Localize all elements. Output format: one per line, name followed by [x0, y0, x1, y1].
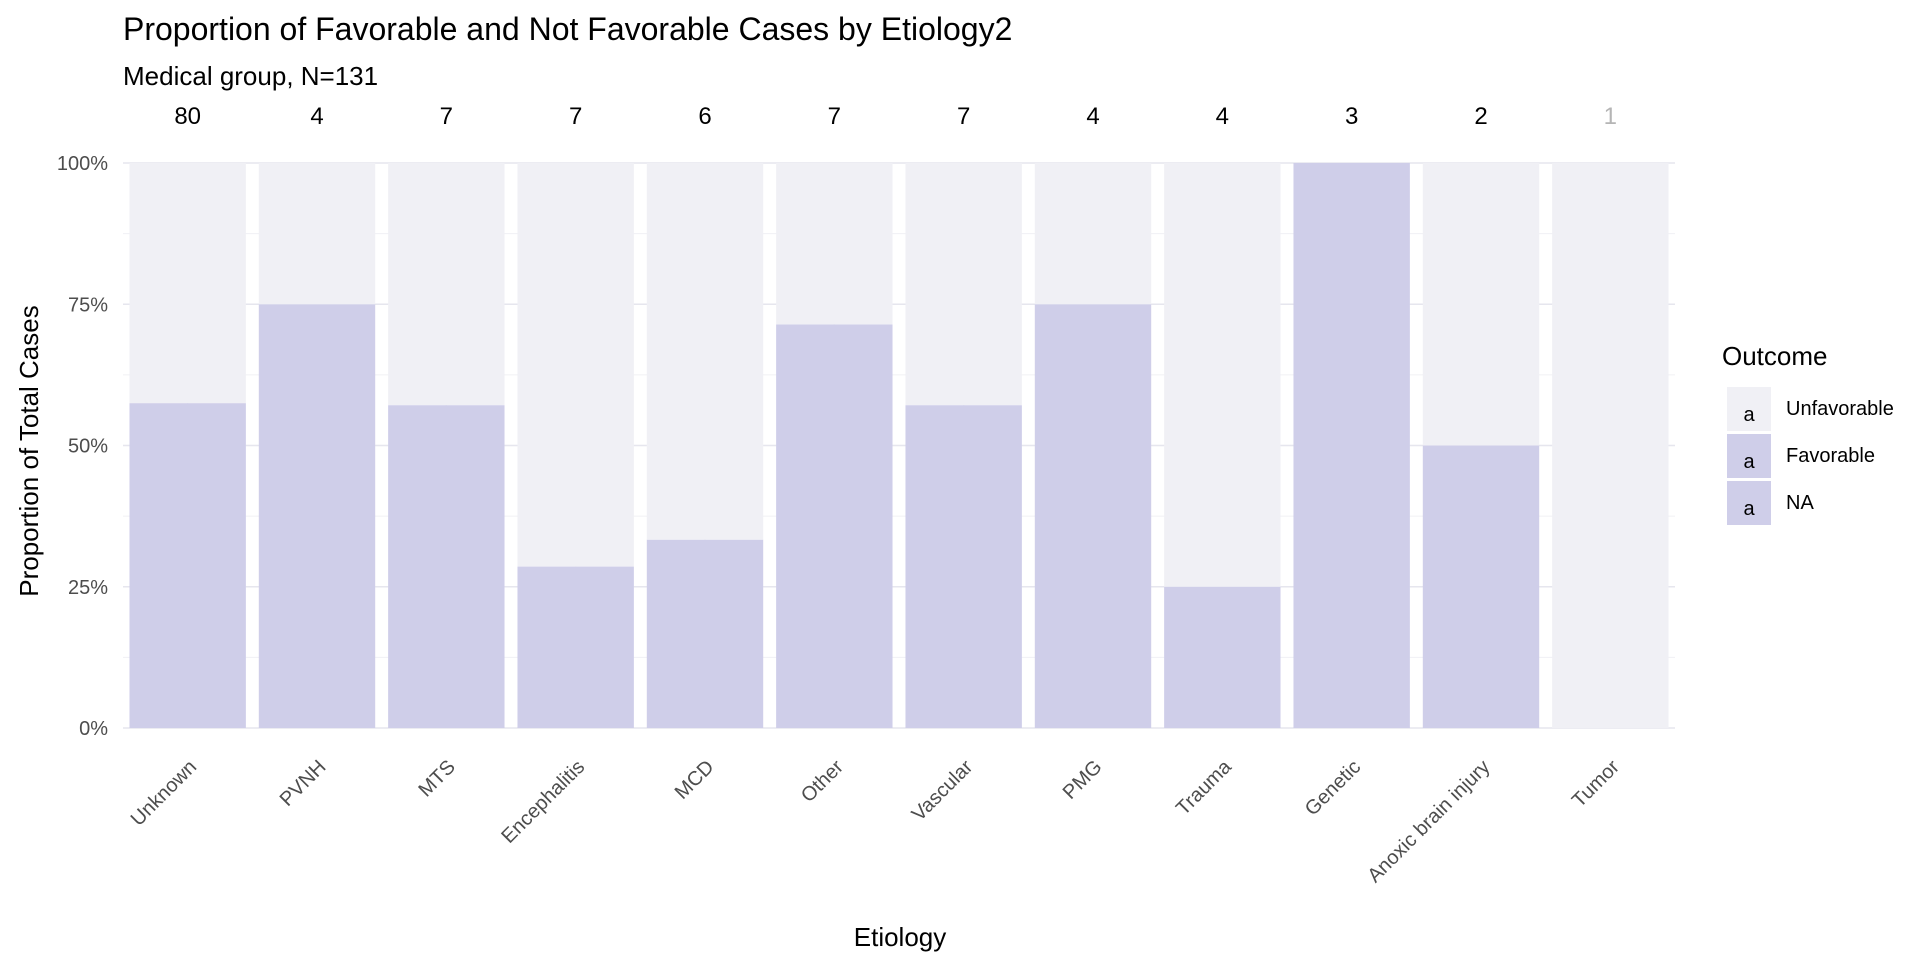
- plot-area: 0% 25% 50% 75% 100% 80 4 7 7 6 7 7 4 4 3 2 1 Unknown PVNH M…: [57, 103, 1675, 887]
- bar-favorable: [646, 539, 764, 728]
- bar-favorable: [258, 304, 376, 728]
- bar-unfavorable: [1422, 163, 1540, 446]
- x-tick-label: PMG: [1059, 756, 1107, 804]
- x-tick-label: Unknown: [127, 756, 202, 831]
- x-tick-label: Vascular: [908, 756, 978, 826]
- bar-favorable: [129, 403, 246, 728]
- count-label: 2: [1474, 103, 1487, 130]
- count-label: 80: [174, 103, 201, 130]
- x-tick-label: Trauma: [1172, 755, 1236, 819]
- bar-favorable: [1293, 163, 1410, 728]
- count-label: 1: [1604, 103, 1617, 130]
- count-label: 6: [698, 103, 711, 130]
- x-tick-label: Encephalitis: [497, 756, 589, 848]
- count-label: 7: [828, 103, 841, 130]
- x-tick-label: Anoxic brain injury: [1363, 756, 1494, 887]
- x-axis-title: Etiology: [854, 922, 947, 952]
- legend-key-glyph: a: [1743, 498, 1755, 520]
- legend-label: NA: [1786, 492, 1814, 514]
- legend-key-na: [1727, 481, 1771, 525]
- count-label: 3: [1345, 103, 1358, 130]
- count-label: 4: [310, 103, 323, 130]
- bar-favorable: [388, 405, 505, 728]
- count-label: 7: [440, 103, 453, 130]
- y-tick-label: 75%: [68, 294, 108, 316]
- y-tick-label: 50%: [68, 436, 108, 458]
- y-tick-label: 100%: [57, 153, 108, 175]
- bar-unfavorable: [388, 163, 505, 406]
- legend-key-favorable: [1727, 434, 1771, 478]
- y-tick-label: 25%: [68, 577, 108, 599]
- legend-key-glyph: a: [1743, 451, 1755, 473]
- bar-unfavorable: [776, 163, 893, 325]
- count-label: 4: [1216, 103, 1229, 130]
- x-tick-label: Tumor: [1568, 756, 1624, 812]
- bar-favorable: [1034, 304, 1152, 728]
- legend-key-glyph: a: [1743, 404, 1755, 426]
- bar-unfavorable: [1034, 163, 1152, 305]
- count-label: 7: [569, 103, 582, 130]
- x-tick-label: MTS: [414, 756, 459, 801]
- bar-unfavorable: [905, 163, 1022, 406]
- chart-title: Proportion of Favorable and Not Favorabl…: [123, 11, 1012, 47]
- count-label: 4: [1086, 103, 1099, 130]
- count-label: 7: [957, 103, 970, 130]
- bar-favorable: [1422, 445, 1540, 728]
- x-tick-label: MCD: [671, 756, 719, 804]
- chart-subtitle: Medical group, N=131: [123, 61, 378, 91]
- bar-unfavorable: [258, 163, 376, 305]
- legend: Outcome a Unfavorable a Favorable a NA: [1722, 341, 1894, 525]
- bar-unfavorable: [1164, 163, 1281, 587]
- legend-key-unfavorable: [1727, 387, 1771, 431]
- y-axis-title: Proportion of Total Cases: [14, 305, 44, 596]
- legend-title: Outcome: [1722, 341, 1828, 371]
- bar-unfavorable: [1552, 163, 1669, 728]
- x-tick-label: PVNH: [276, 756, 331, 811]
- bar-favorable: [905, 405, 1022, 728]
- bar-favorable: [776, 324, 893, 728]
- legend-label: Unfavorable: [1786, 398, 1894, 420]
- bar-unfavorable: [646, 163, 764, 540]
- legend-label: Favorable: [1786, 445, 1875, 467]
- bar-unfavorable: [129, 163, 246, 404]
- x-tick-label: Genetic: [1301, 756, 1365, 820]
- bar-unfavorable: [517, 163, 634, 567]
- x-tick-label: Other: [797, 756, 848, 807]
- y-tick-label: 0%: [79, 718, 108, 740]
- bar-favorable: [517, 566, 634, 728]
- bar-favorable: [1164, 586, 1281, 728]
